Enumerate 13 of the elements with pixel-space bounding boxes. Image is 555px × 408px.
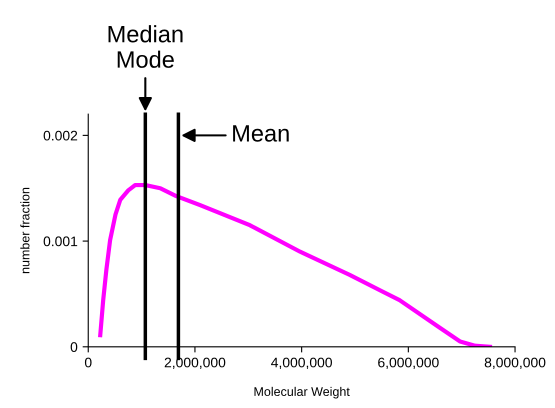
x-tick-label: 2,000,000: [164, 358, 226, 370]
x-tick-label: 6,000,000: [378, 358, 439, 370]
x-tick-label: 8,000,000: [484, 358, 546, 370]
x-tick-label: 4,000,000: [271, 358, 332, 370]
x-tick-label: 0: [84, 358, 92, 368]
y-axis-title: number fraction: [20, 188, 30, 274]
y-tick-label: 0: [70, 342, 78, 352]
x-axis-title: Molecular Weight: [254, 386, 350, 398]
y-tick-label: 0.001: [44, 236, 78, 246]
y-tick-label: 0.002: [44, 130, 78, 141]
annotation: Mean: [233, 125, 289, 142]
line-series: [98, 182, 492, 347]
annotation: Median Mode: [108, 25, 183, 68]
